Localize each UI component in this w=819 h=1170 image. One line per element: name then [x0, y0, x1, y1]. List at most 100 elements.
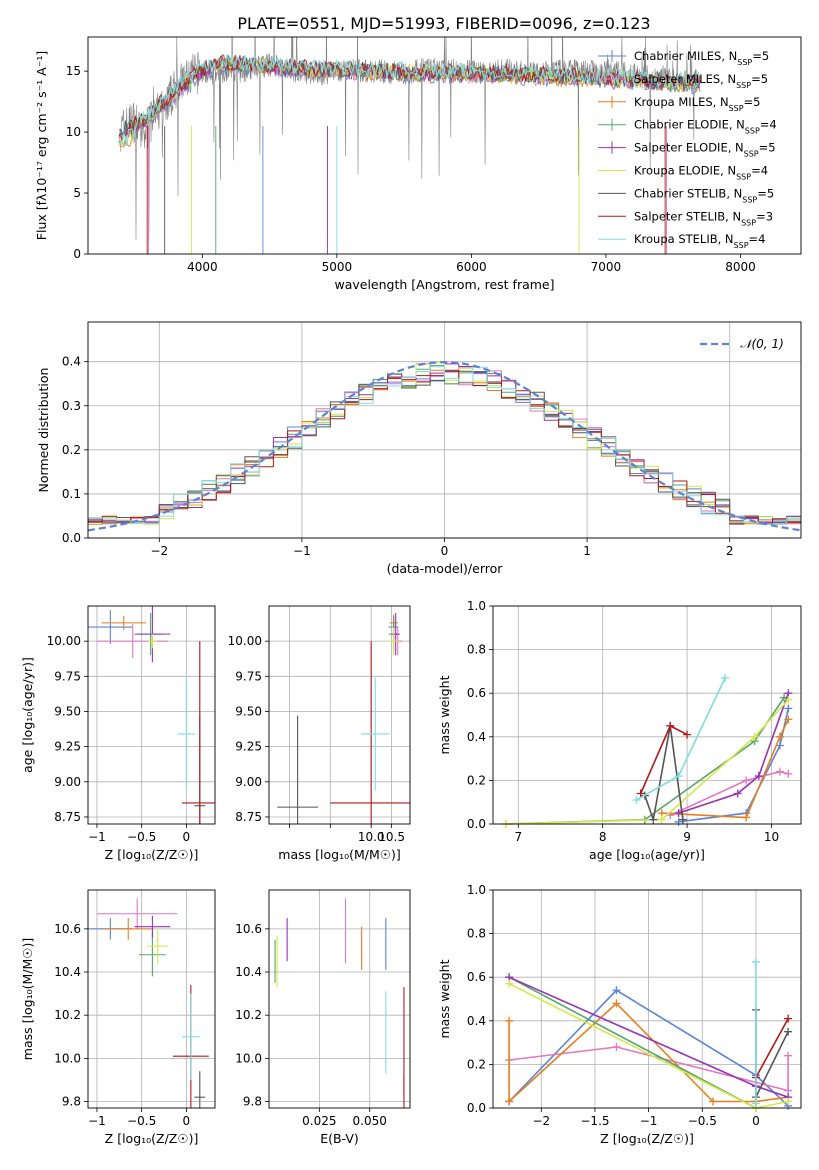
legend-label: Salpeter MILES, NSSP=5 [634, 72, 768, 90]
y-tick-label: 1.0 [467, 883, 486, 897]
weight-series-kroupa-stelib [751, 957, 760, 1108]
weight-series-kroupa-miles [657, 715, 793, 822]
y-axis-label: mass weight [437, 959, 452, 1038]
y-tick-label: 10.6 [54, 922, 81, 936]
residuals-plot-area [88, 360, 801, 532]
x-tick-label: −2 [532, 1114, 550, 1128]
weight-series-salpeter-stelib [636, 721, 692, 798]
x-tick-label: −1 [88, 1114, 106, 1128]
axes-frame [87, 605, 216, 825]
weight-marker [784, 715, 793, 724]
x-tick-label: 7000 [591, 260, 622, 274]
weight-marker [505, 979, 514, 988]
data-point-chabrier-stelib [277, 715, 319, 824]
axes-frame [87, 321, 802, 539]
y-tick-label: 9.50 [235, 704, 262, 718]
data-point-kroupa-miles [101, 615, 147, 630]
weight-marker [784, 1051, 793, 1060]
weight-marker [775, 767, 784, 776]
weight-marker [683, 730, 692, 739]
data-point-kroupa-stelib [360, 677, 390, 791]
x-axis-label: (data-model)/error [387, 561, 504, 576]
weight-marker [721, 673, 730, 682]
x-tick-label: 1 [583, 544, 591, 558]
data-point-salpeter-miles [96, 898, 178, 929]
axes-frame [87, 36, 802, 255]
y-tick-label: 10.6 [235, 922, 262, 936]
x-tick-label: −1 [640, 1114, 658, 1128]
y-axis-label: age [log₁₀(age/yr)] [20, 657, 35, 773]
panel-mass-vs-EBV: 0.025 0.050 9.8 10.0 10.2 10.4 10.6 E(B-V) [235, 889, 411, 1146]
data-point-kroupa-elodie [388, 627, 399, 656]
y-tick-label: 1.0 [467, 599, 486, 613]
x-tick-label: 8 [599, 830, 607, 844]
data-point-kroupa-elodie [147, 634, 157, 649]
y-tick-label: 0.2 [467, 1057, 486, 1071]
x-tick-label: 8000 [725, 260, 756, 274]
x-axis-label: E(B-V) [320, 1131, 359, 1146]
x-tick-label: 10.0 [358, 830, 385, 844]
data-point-kroupa-stelib [177, 677, 196, 791]
y-tick-label: 8.75 [235, 810, 262, 824]
y-tick-label: 0.8 [467, 643, 486, 657]
weight-marker [632, 796, 641, 805]
y-tick-label: 9.75 [235, 669, 262, 683]
weight-marker [636, 789, 645, 798]
weight-marker [709, 1097, 717, 1106]
y-tick-label: 5 [73, 186, 81, 200]
weight-marker [657, 815, 666, 824]
weight-marker [649, 815, 658, 824]
x-tick-label: −0.5 [127, 1114, 156, 1128]
y-tick-label: 10.2 [54, 1008, 81, 1022]
data-point-kroupa-miles [103, 918, 154, 940]
legend-label: Kroupa STELIB, NSSP=4 [634, 232, 765, 250]
y-tick-label: 10 [66, 125, 81, 139]
axes-frame [268, 605, 411, 825]
axes-frame [87, 889, 216, 1109]
data-point-salpeter-stelib [330, 641, 410, 824]
legend-label: Chabrier STELIB, NSSP=5 [634, 186, 774, 204]
y-tick-label: 10.2 [235, 1008, 262, 1022]
x-axis-label: Z [log₁₀(Z/Z☉)] [105, 1131, 199, 1146]
y-tick-label: 10.00 [228, 634, 262, 648]
y-tick-label: 0.0 [62, 531, 81, 545]
weight-line [678, 692, 790, 814]
weight-marker [733, 789, 742, 798]
y-tick-label: 0.8 [467, 927, 486, 941]
weight-marker [784, 695, 793, 704]
weight-marker [784, 704, 793, 713]
panel-mass-weight-vs-age: 7 8 9 10 0.0 0.2 0.4 0.6 0.8 1.0 age [log₁₀(age/yr… [437, 599, 802, 862]
y-tick-label: 0.4 [467, 1014, 486, 1028]
x-tick-label: 4000 [187, 260, 218, 274]
y-tick-label: 9.75 [54, 669, 81, 683]
weight-marker [742, 776, 751, 785]
weight-line [661, 719, 790, 819]
weight-marker [754, 772, 763, 781]
y-tick-label: 9.00 [235, 775, 262, 789]
axes-frame [492, 605, 802, 825]
x-tick-label: −2 [150, 544, 168, 558]
x-tick-label: −0.5 [688, 1114, 717, 1128]
x-axis-label: mass [log₁₀(M/M☉)] [278, 847, 400, 862]
panel-age-vs-mass: 10.010.5 8.75 9.00 9.25 9.50 9.75 10.00 mass [l… [228, 605, 411, 862]
y-tick-label: 0.2 [62, 443, 81, 457]
x-axis-label: Z [log₁₀(Z/Z☉)] [105, 847, 199, 862]
model-spectrum-kroupa-stelib [118, 54, 701, 146]
y-tick-label: 0.6 [467, 970, 486, 984]
y-tick-label: 0.0 [467, 1101, 486, 1115]
weight-marker [742, 813, 751, 822]
legend-label: Salpeter STELIB, NSSP=3 [634, 209, 773, 227]
x-axis-label: wavelength [Angstrom, rest frame] [334, 277, 554, 292]
weight-marker [612, 1042, 621, 1051]
y-tick-label: 0.4 [467, 730, 486, 744]
axes-frame [492, 889, 802, 1109]
weight-marker [784, 1097, 793, 1106]
legend-gaussian-label: 𝒩(0, 1) [740, 337, 784, 351]
weight-marker [751, 957, 760, 966]
y-tick-label: 0 [73, 247, 81, 261]
weight-series-kroupa-miles [505, 999, 793, 1106]
legend-label: Kroupa ELODIE, NSSP=4 [634, 164, 768, 182]
panel-mass-weight-vs-Z: −2 −1.5 −1 −0.5 0 0.0 0.2 0.4 0.6 0.8 1.0 Z [log₁₀(… [437, 883, 802, 1146]
y-tick-label: 0.2 [467, 773, 486, 787]
weight-marker [784, 1014, 793, 1023]
